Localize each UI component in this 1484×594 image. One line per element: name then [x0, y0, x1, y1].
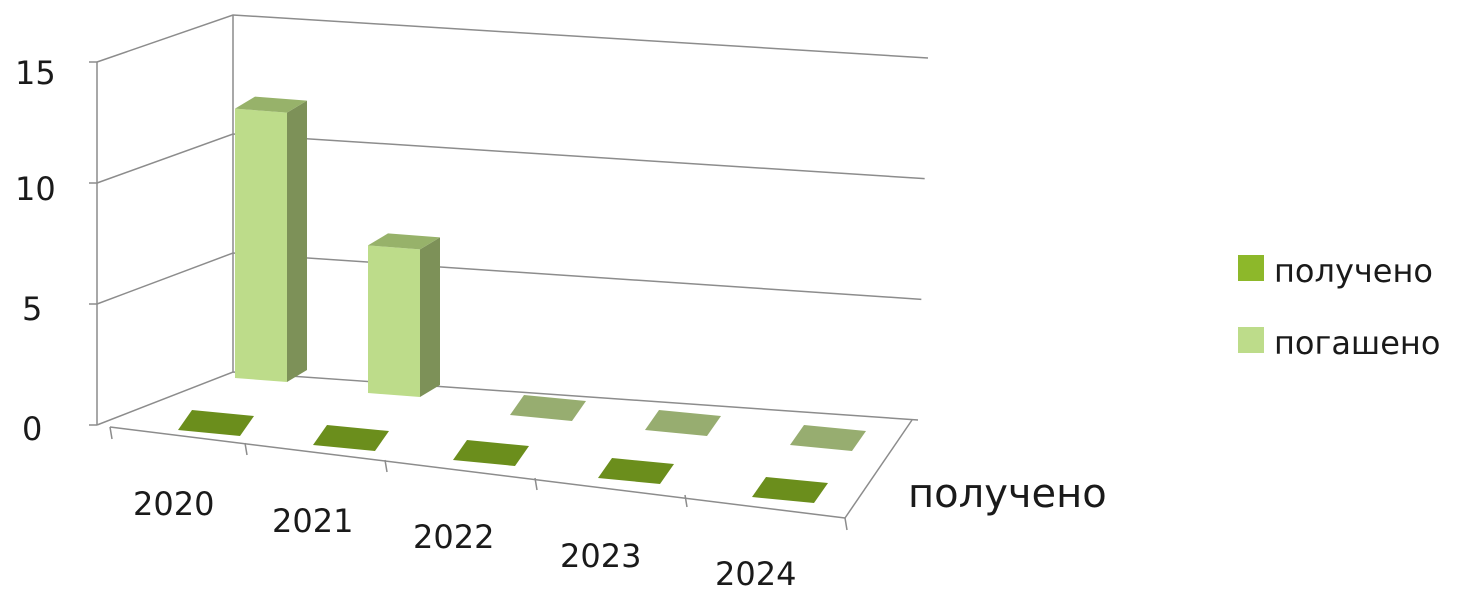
x-axis-line: [109, 426, 846, 519]
x-tick-label-2021: 2021: [272, 502, 353, 540]
bar-poluceno-2024: [752, 477, 828, 503]
gridline-5: [96, 252, 922, 305]
bar-side-2021: [420, 237, 440, 397]
bar-pogasheno-2024: [790, 425, 866, 451]
legend-label-poluceno: получено: [1274, 252, 1433, 290]
floor-bars: [178, 395, 866, 503]
bar-front-2021: [368, 245, 420, 397]
x-tick-mark-2: [384, 459, 388, 473]
bar-pogasheno-2020: [235, 96, 307, 383]
bar-front-2020: [235, 108, 287, 383]
x-tick-mark-1: [244, 442, 248, 456]
bar-poluceno-2022: [453, 440, 529, 466]
x-tick-mark-3: [534, 477, 538, 491]
y-tick-label-15: 15: [15, 54, 56, 92]
x-tick-label-2023: 2023: [560, 537, 641, 575]
bar-pogasheno-2023: [645, 410, 721, 436]
y-tick-label-0: 0: [22, 410, 42, 448]
x-tick-label-2022: 2022: [413, 518, 494, 556]
y-tick-label-10: 10: [15, 170, 56, 208]
gridlines: [96, 14, 929, 426]
bar-top-2020: [235, 96, 307, 113]
bar-pogasheno-2022: [510, 395, 586, 421]
x-tick-label-2024: 2024: [715, 555, 796, 593]
depth-axis-line: [844, 419, 913, 519]
gridline-10: [96, 133, 925, 184]
bar-side-2020: [287, 100, 307, 383]
x-axis-ticks: 2020 2021 2022 2023 2024: [109, 426, 848, 593]
bar-poluceno-2021: [313, 425, 389, 451]
bar-poluceno-2020: [178, 410, 254, 436]
chart-walls: [96, 15, 913, 519]
bar-pogasheno-2021: [368, 233, 440, 397]
legend-swatch-poluceno: [1238, 255, 1264, 281]
bars: [235, 96, 440, 397]
y-axis-ticks: 0 5 10 15: [15, 54, 97, 448]
depth-axis-label: получено: [908, 471, 1107, 517]
legend-label-pogasheno: погашено: [1274, 324, 1440, 362]
gridline-15: [96, 14, 929, 63]
x-tick-mark-4: [684, 494, 688, 508]
x-tick-mark-5: [844, 517, 848, 531]
x-tick-label-2020: 2020: [133, 485, 214, 523]
legend: получено погашено: [1238, 252, 1440, 362]
gridline-0: [96, 371, 919, 426]
legend-swatch-pogasheno: [1238, 327, 1264, 353]
x-tick-mark-0: [109, 426, 113, 440]
y-tick-label-5: 5: [22, 290, 42, 328]
bar-top-2021: [368, 233, 440, 250]
bar-poluceno-2023: [598, 458, 674, 484]
